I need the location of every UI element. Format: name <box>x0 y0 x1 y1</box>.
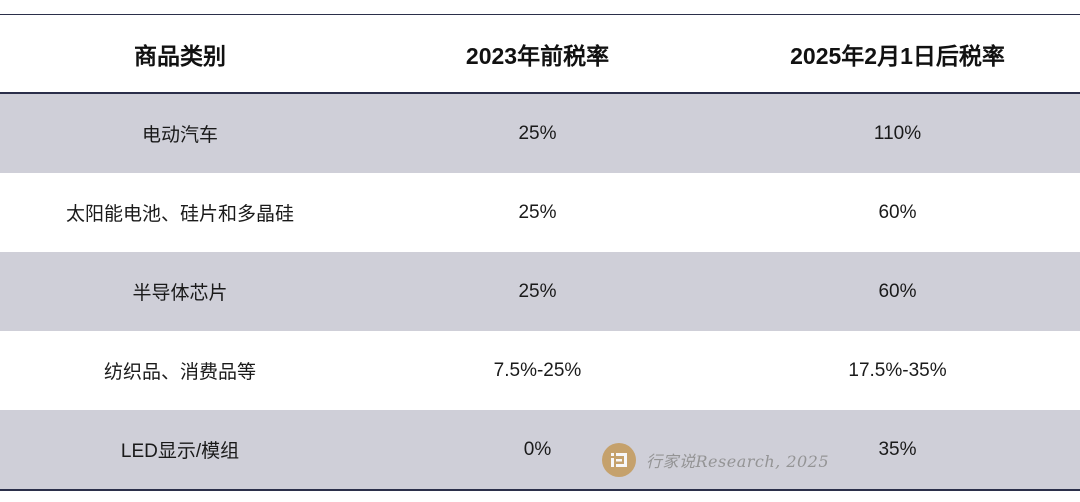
tariff-table: 商品类别 2023年前税率 2025年2月1日后税率 电动汽车 25% 110%… <box>0 14 1080 491</box>
row-rate-after: 60% <box>878 280 917 302</box>
table-row: 半导体芯片 25% 60% <box>0 252 1080 331</box>
row-rate-before: 0% <box>523 438 552 460</box>
watermark-text: 行家说Research, 2025 <box>646 452 830 471</box>
table-row: 电动汽车 25% 110% <box>0 94 1080 173</box>
row-category: 太阳能电池、硅片和多晶硅 <box>65 204 294 225</box>
hangjiashuo-logo-icon <box>602 443 636 477</box>
row-rate-after: 60% <box>878 201 917 223</box>
row-category: 电动汽车 <box>141 125 218 146</box>
table-row: 纺织品、消费品等 7.5%-25% 17.5%-35% <box>0 331 1080 410</box>
row-rate-before: 25% <box>518 122 557 144</box>
row-rate-after: 110% <box>873 122 922 144</box>
header-category: 商品类别 <box>134 42 226 69</box>
table-header-row: 商品类别 2023年前税率 2025年2月1日后税率 <box>0 15 1080 94</box>
table-top-rule <box>0 14 1080 15</box>
row-category: LED显示/模组 <box>120 441 240 462</box>
row-rate-after: 17.5%-35% <box>848 359 947 381</box>
table-row: LED显示/模组 0% 35% <box>0 410 1080 491</box>
row-rate-after: 35% <box>878 438 917 460</box>
header-rate-after-2025: 2025年2月1日后税率 <box>790 42 1005 69</box>
row-rate-before: 7.5%-25% <box>493 359 582 381</box>
table-row: 太阳能电池、硅片和多晶硅 25% 60% <box>0 173 1080 252</box>
row-rate-before: 25% <box>518 280 557 302</box>
watermark: 行家说Research, 2025 <box>602 443 829 477</box>
row-category: 半导体芯片 <box>132 283 228 304</box>
row-rate-before: 25% <box>518 201 557 223</box>
header-rate-before-2023: 2023年前税率 <box>465 42 610 69</box>
row-category: 纺织品、消费品等 <box>103 362 256 383</box>
